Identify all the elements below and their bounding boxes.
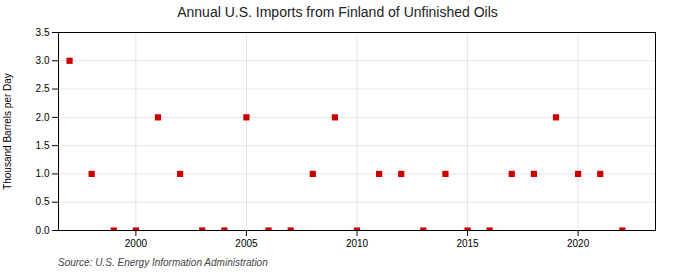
svg-text:2015: 2015	[456, 238, 479, 249]
svg-text:Thousand Barrels per Day: Thousand Barrels per Day	[2, 73, 13, 190]
svg-text:0.5: 0.5	[36, 196, 50, 207]
svg-text:1.5: 1.5	[36, 140, 50, 151]
svg-text:2000: 2000	[125, 238, 148, 249]
svg-text:3.5: 3.5	[36, 27, 50, 38]
svg-text:2.5: 2.5	[36, 83, 50, 94]
svg-text:3.0: 3.0	[36, 55, 50, 66]
svg-text:1.0: 1.0	[36, 168, 50, 179]
svg-text:2010: 2010	[346, 238, 369, 249]
html-text:Annual U.S. Imports from Finla: Annual U.S. Imports from Finland of Unfi…	[177, 4, 498, 20]
svg-text:2020: 2020	[567, 238, 590, 249]
svg-text:2005: 2005	[235, 238, 258, 249]
svg-text:2.0: 2.0	[36, 112, 50, 123]
svg-text:0.0: 0.0	[36, 225, 50, 236]
html-text:Source: U.S. Energy Informatio: Source: U.S. Energy Information Administ…	[58, 257, 268, 268]
